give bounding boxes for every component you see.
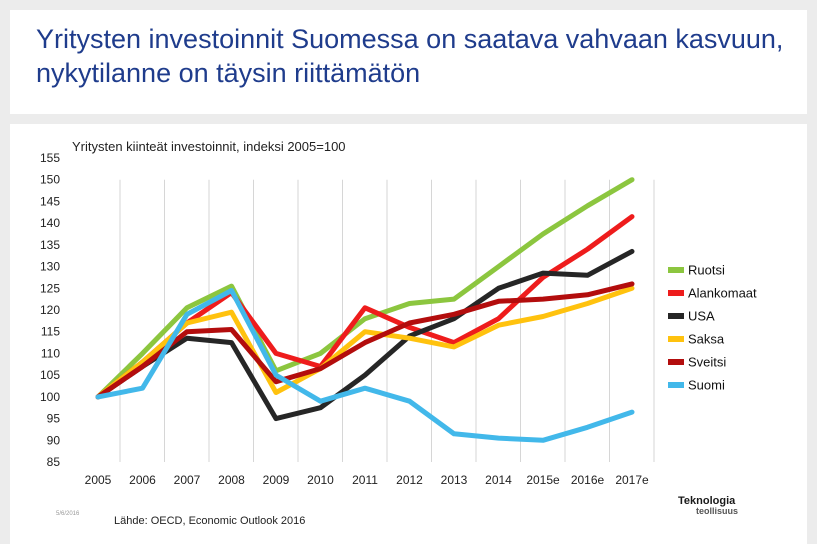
y-tick-label: 145 [40, 194, 60, 208]
legend-label: Saksa [688, 332, 725, 347]
logo-text-sub: teollisuus [696, 506, 738, 516]
x-tick-label: 2016e [571, 473, 605, 487]
y-tick-label: 125 [40, 281, 60, 295]
x-tick-label: 2007 [174, 473, 201, 487]
y-tick-label: 150 [40, 173, 60, 187]
legend-label: Suomi [688, 378, 725, 393]
series-line [95, 248, 635, 422]
source-note: Lähde: OECD, Economic Outlook 2016 [114, 515, 305, 527]
series-line [95, 177, 635, 400]
legend-swatch [668, 382, 684, 388]
y-tick-label: 130 [40, 260, 60, 274]
x-tick-label: 2006 [129, 473, 156, 487]
legend-label: Sveitsi [688, 355, 726, 370]
x-tick-label: 2015e [526, 473, 560, 487]
slide-title: Yritysten investoinnit Suomessa on saata… [36, 24, 784, 88]
legend-label: Ruotsi [688, 263, 725, 278]
x-tick-label: 2012 [396, 473, 423, 487]
legend-label: USA [688, 309, 715, 324]
y-tick-label: 95 [47, 412, 61, 426]
x-tick-label: 2010 [307, 473, 334, 487]
teknologiateollisuus-logo: Teknologia teollisuus [678, 495, 738, 516]
grid-lines [119, 179, 655, 462]
y-tick-label: 140 [40, 216, 60, 230]
chart-panel: Yritysten kiinteät investoinnit, indeksi… [10, 124, 807, 544]
logo-text-main: Teknologia [678, 495, 736, 507]
y-tick-label: 120 [40, 303, 60, 317]
legend-label: Alankomaat [688, 286, 757, 301]
x-tick-label: 2013 [441, 473, 468, 487]
series-line [95, 285, 635, 400]
y-tick-label: 105 [40, 368, 60, 382]
x-tick-label: 2011 [352, 473, 378, 487]
x-tick-label: 2014 [485, 473, 512, 487]
x-tick-label: 2005 [85, 473, 112, 487]
y-tick-label: 155 [40, 151, 60, 165]
slide-date: 5/6/2016 [56, 511, 80, 517]
legend-swatch [668, 336, 684, 342]
title-panel: Yritysten investoinnit Suomessa on saata… [10, 10, 807, 114]
legend-swatch [668, 313, 684, 319]
y-tick-label: 135 [40, 238, 60, 252]
series-line [95, 288, 635, 443]
line-chart: Yritysten kiinteät investoinnit, indeksi… [40, 139, 757, 527]
legend-swatch [668, 290, 684, 296]
chart-subtitle: Yritysten kiinteät investoinnit, indeksi… [72, 139, 346, 154]
y-tick-label: 110 [41, 346, 60, 360]
x-tick-label: 2017e [615, 473, 649, 487]
legend-swatch [668, 267, 684, 273]
x-tick-label: 2009 [263, 473, 290, 487]
y-tick-label: 100 [40, 390, 60, 404]
y-tick-label: 90 [47, 433, 61, 447]
series-line [95, 214, 635, 400]
y-axis-labels: 85 90 95 100 105 110 115 120 125 130 135 140 145 150 1… [40, 151, 60, 469]
legend: Ruotsi Alankomaat USA Saksa Sveitsi Suomi [668, 263, 757, 393]
legend-swatch [668, 359, 684, 365]
y-tick-label: 115 [41, 325, 60, 339]
y-tick-label: 85 [47, 455, 61, 469]
x-axis-labels: 2005 2006 2007 2008 2009 2010 2011 2012 2013 2014… [85, 473, 649, 487]
x-tick-label: 2008 [218, 473, 245, 487]
series-line [95, 281, 635, 400]
series-lines [95, 177, 635, 443]
